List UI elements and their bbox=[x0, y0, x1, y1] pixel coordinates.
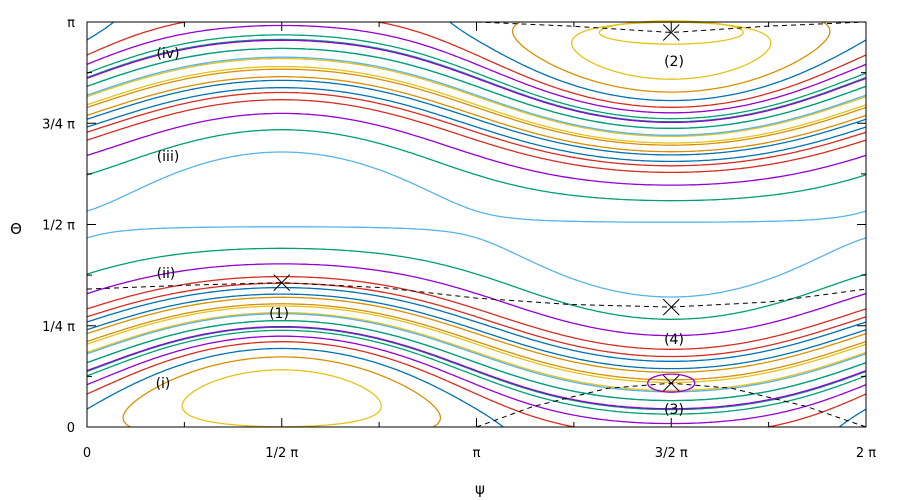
contour-line bbox=[86, 112, 867, 337]
y-axis-title: Θ bbox=[10, 220, 22, 238]
x-tick-label: 3/2 π bbox=[655, 446, 688, 461]
contour-line bbox=[181, 21, 772, 428]
y-tick-label: 1/2 π bbox=[42, 219, 75, 234]
fixed-point-marker bbox=[273, 274, 291, 291]
x-tick-label: 0 bbox=[83, 446, 91, 461]
contour-line bbox=[86, 21, 867, 428]
fixed-point-marker bbox=[662, 374, 680, 392]
small-orbit bbox=[647, 373, 696, 393]
contour-line bbox=[86, 38, 867, 411]
x-tick-label: 2 π bbox=[856, 446, 876, 461]
fixed-point-markers bbox=[273, 24, 680, 392]
y-tick-labels: 0 1/4 π 1/2 π 3/4 π π bbox=[42, 16, 75, 436]
x-tick-label: 1/2 π bbox=[265, 446, 298, 461]
contour-line bbox=[86, 79, 867, 370]
contour-line bbox=[86, 57, 867, 392]
y-tick-label: 0 bbox=[67, 421, 75, 436]
contour-line bbox=[86, 76, 867, 373]
contour-line bbox=[122, 21, 831, 428]
contour-line bbox=[86, 129, 867, 320]
separatrix-line bbox=[86, 34, 867, 415]
contour-line bbox=[86, 21, 867, 428]
trajectory-label-iv: (iv) bbox=[156, 46, 179, 62]
tick-marks bbox=[86, 21, 867, 428]
y-tick-label: 3/4 π bbox=[42, 117, 75, 132]
contour-line bbox=[86, 39, 867, 410]
trajectory-label-i: (i) bbox=[156, 376, 171, 392]
y-tick-label: 1/4 π bbox=[42, 320, 75, 335]
fixed-point-marker bbox=[662, 24, 680, 41]
contour-line bbox=[86, 56, 867, 393]
axis-ticks bbox=[86, 21, 867, 428]
fixed-point-label-3: (3) bbox=[664, 402, 684, 418]
contour-line bbox=[86, 68, 867, 381]
contour-line bbox=[86, 47, 867, 402]
contour-line bbox=[86, 99, 867, 350]
fixed-point-curve-middle bbox=[86, 282, 867, 308]
fixed-point-label-1: (1) bbox=[269, 306, 289, 322]
trajectory-label-ii: (ii) bbox=[157, 266, 176, 282]
fixed-point-marker bbox=[662, 298, 680, 316]
fixed-point-label-4: (4) bbox=[664, 332, 684, 348]
fixed-point-label-2: (2) bbox=[664, 54, 684, 70]
contour-line bbox=[86, 87, 867, 362]
fixed-point-curve-upper bbox=[476, 21, 867, 34]
contour-lines bbox=[86, 20, 867, 428]
trajectory-label-iii: (iii) bbox=[157, 149, 180, 165]
x-tick-labels: 0 1/2 π π 3/2 π 2 π bbox=[83, 446, 876, 461]
contour-line bbox=[86, 24, 867, 425]
x-tick-label: π bbox=[473, 446, 481, 461]
contour-line bbox=[86, 151, 867, 298]
y-tick-label: π bbox=[67, 16, 75, 31]
contour-line bbox=[86, 47, 867, 402]
contour-line bbox=[86, 65, 867, 384]
contour-line bbox=[86, 91, 867, 358]
x-axis-title: ψ bbox=[475, 480, 485, 498]
small-orbit bbox=[598, 20, 744, 45]
